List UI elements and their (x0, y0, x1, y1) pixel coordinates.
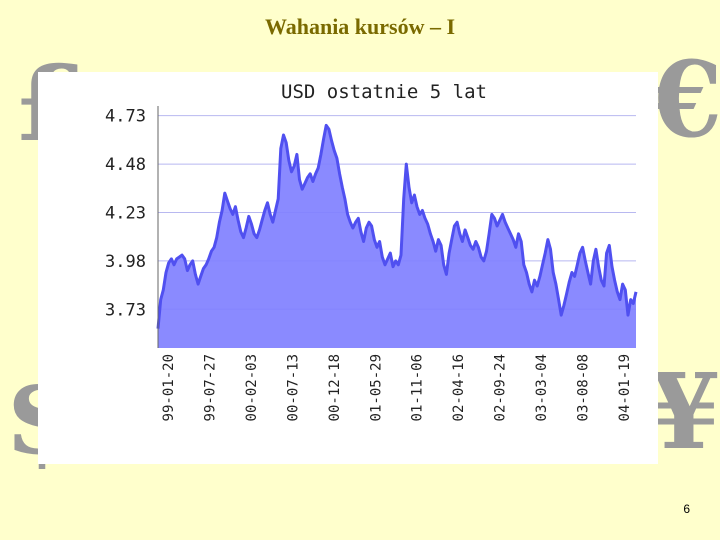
yen-sign-icon: ¥ (648, 350, 720, 473)
usd-rate-chart: USD ostatnie 5 lat 3.733.984.234.484.73 … (105, 81, 638, 421)
x-tick-label: 02-04-16 (451, 354, 467, 421)
page-number: 6 (683, 502, 690, 516)
y-tick-label: 4.23 (105, 203, 146, 223)
x-tick-label: 04-01-19 (617, 354, 633, 421)
y-tick-label: 4.48 (105, 155, 146, 175)
x-tick-label: 00-12-18 (327, 354, 343, 421)
y-tick-label: 3.98 (105, 252, 146, 272)
chart-title: USD ostatnie 5 lat (281, 81, 487, 103)
x-tick-label: 00-07-13 (285, 354, 301, 421)
x-tick-label: 01-05-29 (368, 354, 384, 421)
series-area (158, 125, 636, 349)
x-tick-label: 99-07-27 (203, 354, 219, 421)
x-tick-label: 00-02-03 (244, 354, 260, 421)
x-tick-label: 03-03-04 (534, 354, 550, 421)
x-tick-label: 03-08-08 (576, 354, 592, 421)
euro-sign-icon: € (650, 38, 720, 161)
x-tick-label: 01-11-06 (410, 354, 426, 421)
slide-title: Wahania kursów – I (264, 14, 456, 39)
chart-panel: USD ostatnie 5 lat 3.73 3.98 4.23 4.48 4.73 … (38, 72, 658, 464)
y-tick-label: 4.73 (105, 107, 146, 127)
series-line (156, 123, 638, 329)
y-tick-label: 3.73 (105, 300, 146, 320)
x-tick-label: 02-09-24 (493, 354, 509, 421)
x-tick-label: 99-01-20 (161, 354, 177, 421)
